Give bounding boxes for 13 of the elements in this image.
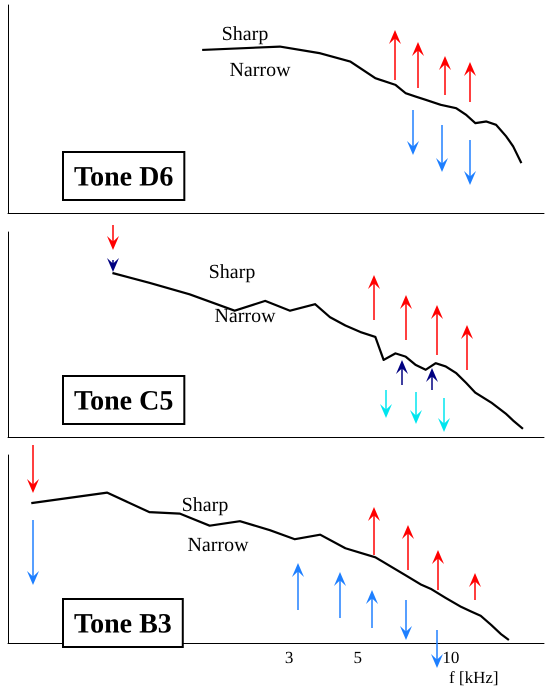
annotation: Tone D6 [74,162,174,192]
x-tick-label: 5 [354,648,362,667]
x-axis-title: f [kHz] [449,668,499,686]
x-tick-label: 3 [284,648,294,667]
annotation: Tone C5 [74,386,174,416]
annotation: Sharp [208,261,256,283]
text: Sharp [222,23,268,45]
annotation: Narrow [214,305,276,327]
annotation: Narrow [187,534,250,556]
annotation: Tone B3 [74,608,172,640]
annotation: Narrow [229,59,292,81]
annotation: Sharp [182,494,228,516]
x-tick-label: 10 [442,648,460,667]
